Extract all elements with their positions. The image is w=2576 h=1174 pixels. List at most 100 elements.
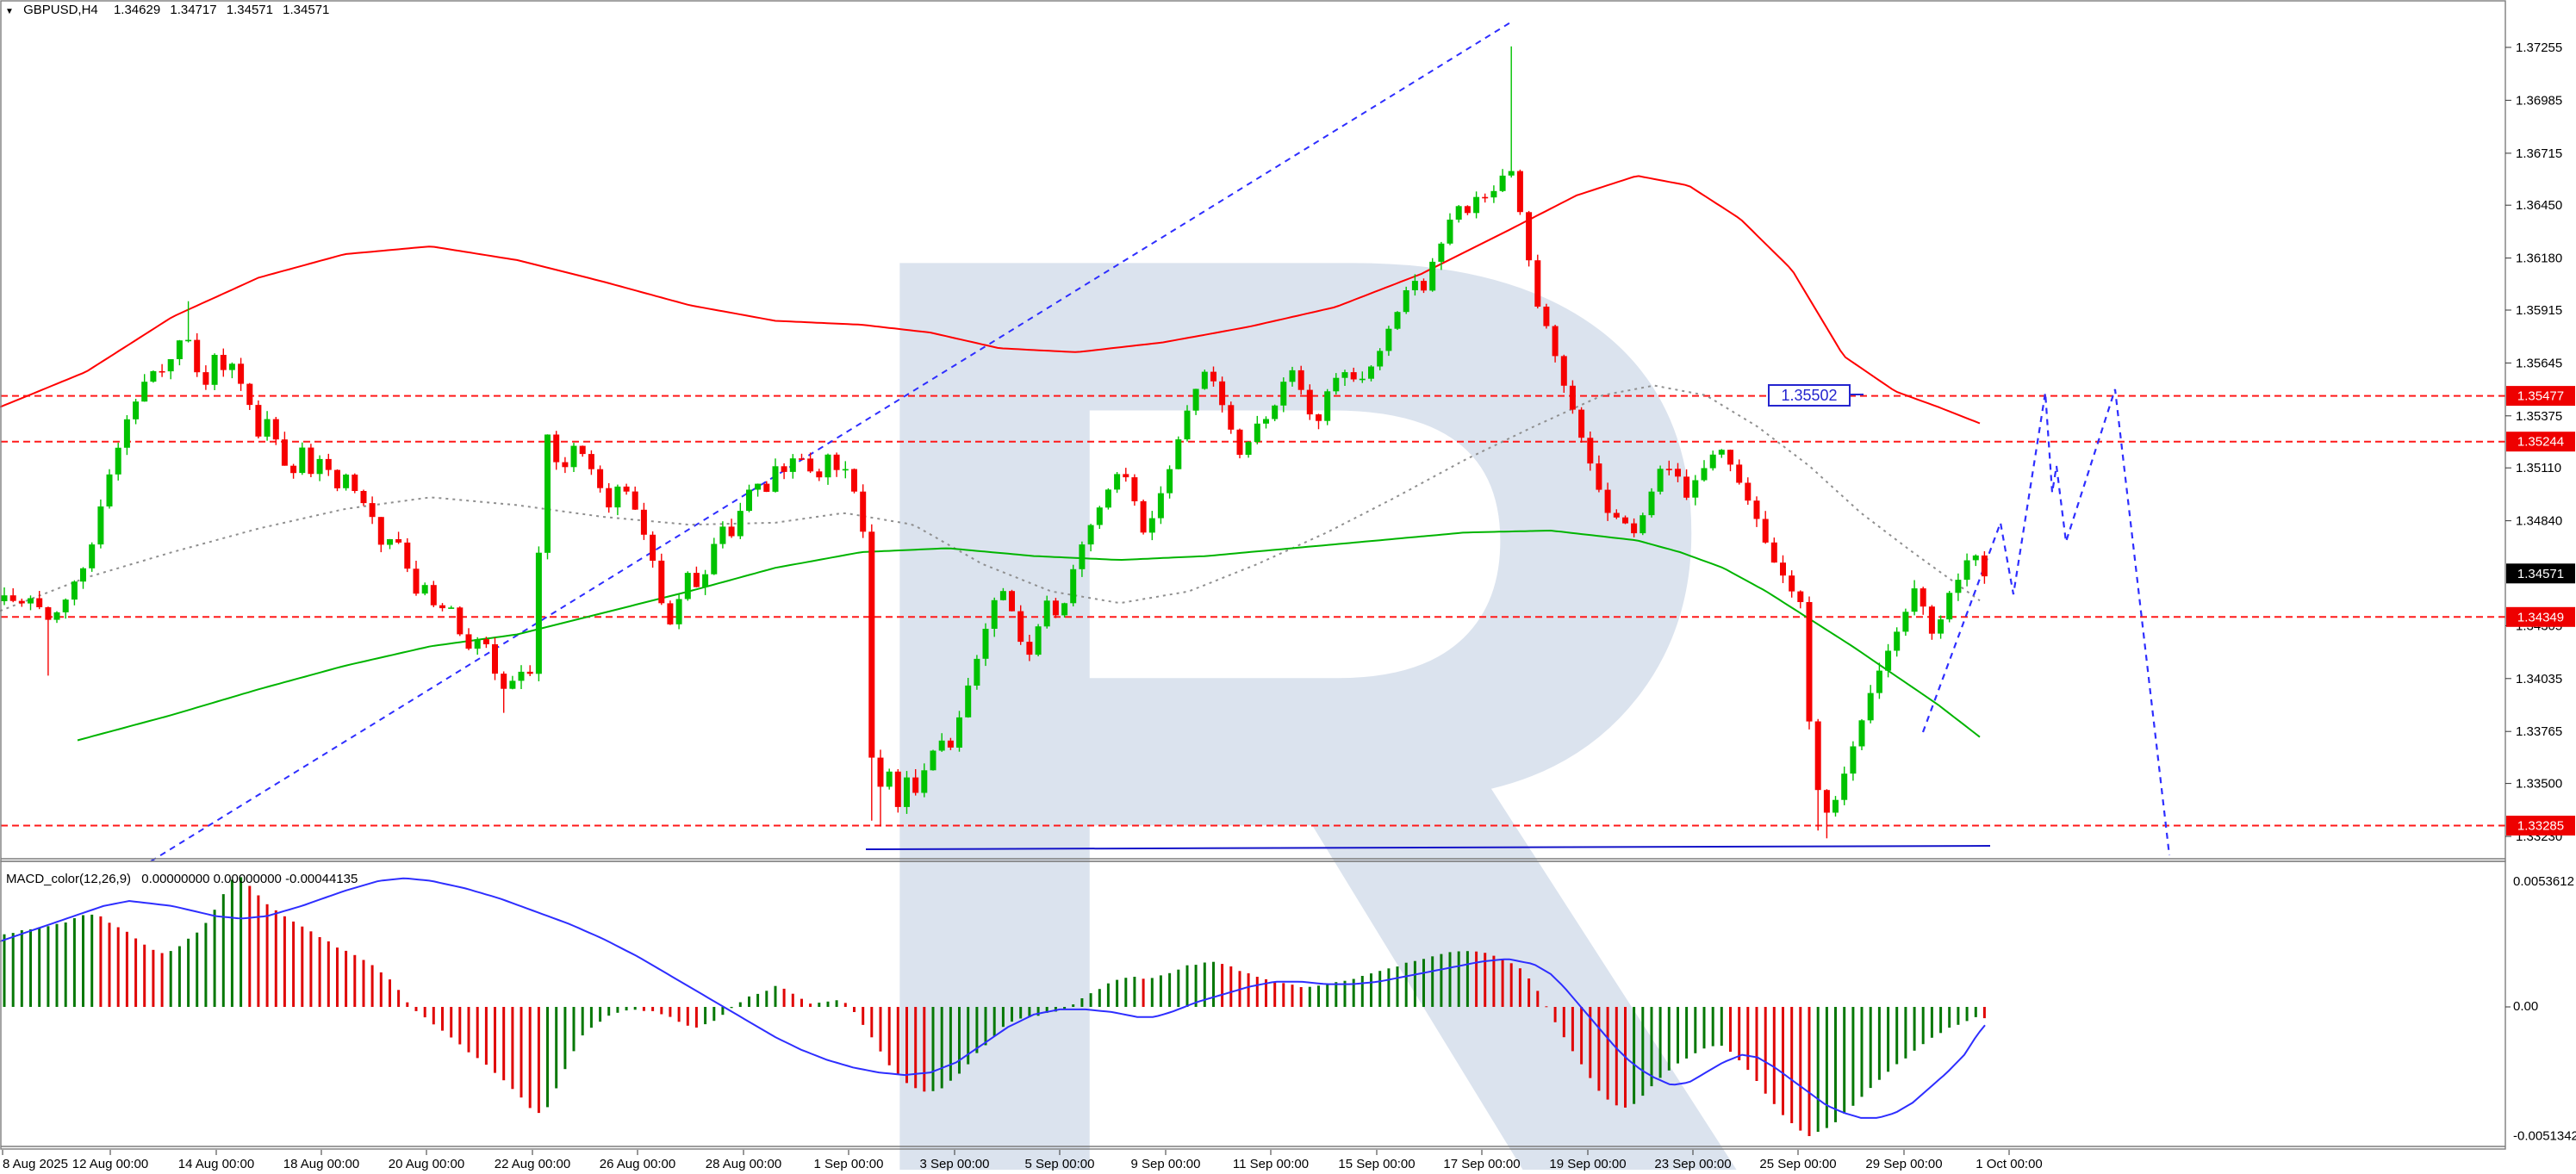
macd-values: 0.00000000 0.00000000 -0.00044135 <box>141 872 358 886</box>
main-chart-area[interactable] <box>1 1 2505 861</box>
candle-bullish <box>789 458 796 472</box>
candle-bearish <box>868 531 875 758</box>
date-label: 26 Aug 00:00 <box>600 1157 675 1171</box>
candle-bearish <box>395 539 402 543</box>
candle-bullish <box>1911 588 1918 612</box>
date-label: 5 Sep 00:00 <box>1025 1157 1095 1171</box>
candle-bearish <box>325 458 332 470</box>
candle-bullish <box>185 339 192 342</box>
candle-bearish <box>1814 721 1821 791</box>
candle-bullish <box>684 573 691 599</box>
macd-histogram-bar <box>1720 1007 1723 1047</box>
price-tick-label: 1.36985 <box>2516 93 2562 108</box>
macd-histogram-bar <box>1860 1007 1864 1097</box>
macd-histogram-bar <box>975 1007 979 1053</box>
candle-bearish <box>667 603 674 624</box>
macd-histogram-bar <box>152 949 155 1007</box>
candle-bullish <box>1411 281 1418 290</box>
candle-bearish <box>1770 542 1777 563</box>
price-tick-label: 1.34035 <box>2516 672 2562 686</box>
ma-green <box>77 529 1981 742</box>
macd-histogram-bar <box>958 1007 961 1074</box>
macd-histogram-bar <box>992 1007 996 1036</box>
candle-bearish <box>1753 500 1760 519</box>
price-level-annotation[interactable]: 1.35502 <box>1768 384 1851 407</box>
candle-bearish <box>894 771 901 807</box>
macd-histogram-bar <box>1124 978 1128 1007</box>
candle-bearish <box>1596 463 1602 490</box>
macd-histogram-bar <box>1729 1007 1732 1053</box>
candle-bearish <box>1613 512 1620 518</box>
macd-histogram-bar <box>1116 979 1119 1007</box>
candle-bearish <box>404 542 411 569</box>
macd-histogram-bar <box>686 1007 689 1026</box>
candle-bullish <box>675 599 682 624</box>
candle-bullish <box>1718 450 1725 455</box>
candle-bullish <box>115 447 121 475</box>
candle-bullish <box>1473 196 1480 214</box>
macd-histogram-bar <box>1194 965 1198 1007</box>
candle-bearish <box>1140 500 1147 533</box>
macd-histogram-bar <box>1580 1007 1584 1065</box>
macd-tick-label: 0.0053612 <box>2513 874 2574 889</box>
macd-tick-label: -0.0051342 <box>2513 1128 2576 1143</box>
level-price-badge <box>2506 386 2575 407</box>
candle-bullish <box>982 629 989 659</box>
macd-histogram-bar <box>257 895 260 1007</box>
macd-histogram-bar <box>1772 1007 1776 1104</box>
candle-bullish <box>1035 626 1042 655</box>
macd-histogram-bar <box>72 918 76 1007</box>
candle-bullish <box>53 612 60 620</box>
candle-bullish <box>1438 243 1445 262</box>
macd-histogram-bar <box>581 1007 584 1036</box>
macd-histogram-bar <box>546 1007 549 1108</box>
macd-histogram-bar <box>1168 972 1172 1007</box>
macd-histogram-bar <box>1352 978 1355 1007</box>
macd-histogram-bar <box>1545 1006 1548 1008</box>
macd-histogram-bar <box>1063 1007 1067 1009</box>
candle-bullish <box>1368 366 1374 379</box>
candle-bullish <box>999 591 1006 600</box>
candle-bearish <box>1560 356 1567 386</box>
macd-histogram-bar <box>800 998 803 1007</box>
macd-histogram-bar <box>1509 963 1513 1007</box>
macd-histogram-bar <box>791 993 794 1007</box>
candle-bullish <box>106 474 113 506</box>
macd-panel-area[interactable] <box>1 861 2505 1149</box>
collapse-indicator-icon[interactable]: ▼ <box>5 7 14 16</box>
macd-histogram-bar <box>1396 966 1399 1007</box>
candle-bullish <box>1640 515 1646 534</box>
candle-bullish <box>1876 670 1882 693</box>
macd-histogram-bar <box>599 1007 602 1022</box>
candle-bearish <box>1526 212 1533 261</box>
candle-bearish <box>492 644 498 674</box>
candle-bullish <box>1280 382 1287 406</box>
candle-bullish <box>1403 290 1409 313</box>
macd-histogram-bar <box>283 916 286 1007</box>
macd-histogram-bar <box>853 1007 856 1012</box>
candle-bearish <box>246 383 253 406</box>
forecast-zigzag-dashed <box>1921 388 2171 856</box>
macd-histogram-bar <box>1036 1007 1040 1016</box>
date-label: 22 Aug 00:00 <box>495 1157 570 1171</box>
candle-bullish <box>904 777 910 807</box>
candle-bearish <box>912 777 919 793</box>
macd-histogram-bar <box>125 931 128 1007</box>
candle-bullish <box>1201 371 1208 389</box>
macd-histogram-bar <box>353 954 357 1007</box>
candle-bearish <box>255 405 262 437</box>
macd-histogram-bar <box>528 1007 532 1109</box>
macd-histogram-bar <box>642 1007 645 1011</box>
candle-bullish <box>89 544 96 568</box>
candle-bullish <box>1894 631 1901 651</box>
candle-bearish <box>1123 474 1129 478</box>
candle-bullish <box>535 552 542 674</box>
macd-histogram-bar <box>870 1007 874 1038</box>
macd-histogram-bar <box>274 910 277 1007</box>
candlestick-layer <box>1 46 1988 839</box>
macd-histogram-bar <box>589 1007 593 1028</box>
macd-panel-layer <box>0 861 2505 1149</box>
macd-histogram-bar <box>905 1007 908 1084</box>
